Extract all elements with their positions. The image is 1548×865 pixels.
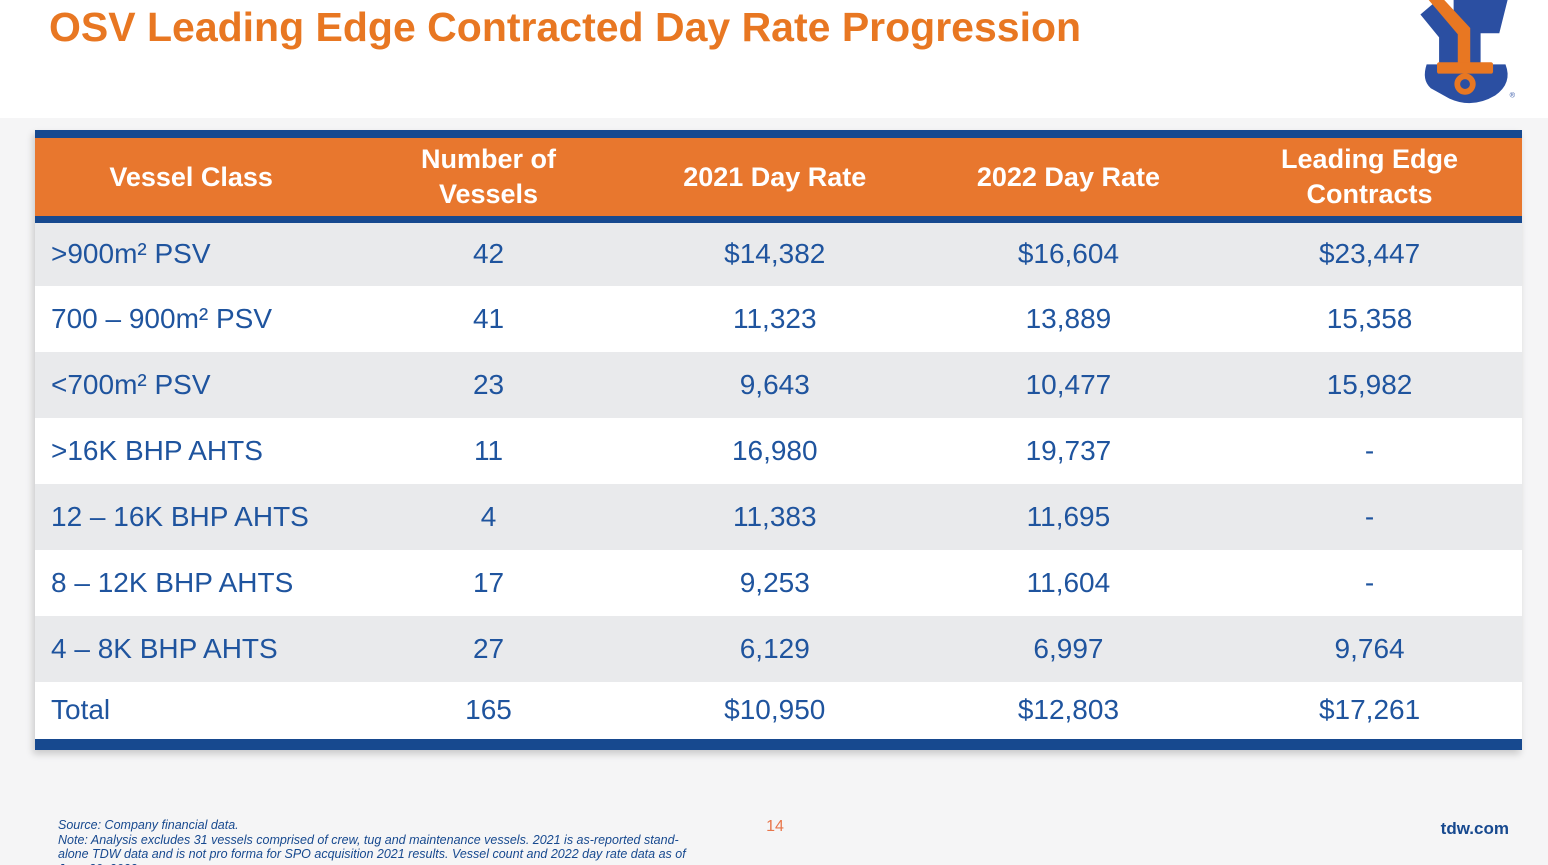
table-total-row: Total 165 $10,950 $12,803 $17,261 <box>35 681 1522 739</box>
cell-leading-edge: - <box>1364 434 1375 466</box>
cell-vessel-class: 4 – 8K BHP AHTS <box>51 632 278 664</box>
cell-total-2022-rate: $12,803 <box>919 681 1218 739</box>
col-header-leading-edge-contracts: Leading Edge Contracts <box>1217 138 1522 224</box>
tidewater-logo: ® <box>1412 0 1516 110</box>
table-row: <700m² PSV 23 9,643 10,477 15,982 <box>35 351 1522 418</box>
table-header-row: Vessel Class Number of Vessels 2021 Day … <box>35 138 1522 224</box>
cell-2022-rate: $16,604 <box>1017 238 1120 270</box>
cell-2022-rate: 19,737 <box>1025 434 1112 466</box>
cell-num-vessels: 27 <box>472 632 505 664</box>
cell-vessel-class: 12 – 16K BHP AHTS <box>51 500 309 532</box>
table-row: >16K BHP AHTS 11 16,980 19,737 - <box>35 417 1522 484</box>
cell-leading-edge: $23,447 <box>1318 238 1421 270</box>
cell-total-num-vessels: 165 <box>347 681 630 739</box>
col-header-2022-day-rate: 2022 Day Rate <box>919 138 1218 224</box>
page-title: OSV Leading Edge Contracted Day Rate Pro… <box>49 4 1082 50</box>
cell-2021-rate: 9,643 <box>739 368 810 400</box>
cell-vessel-class: 700 – 900m² PSV <box>51 302 273 334</box>
cell-2022-rate: 10,477 <box>1025 368 1112 400</box>
col-header-2021-day-rate: 2021 Day Rate <box>629 138 920 224</box>
cell-num-vessels: 17 <box>472 566 505 598</box>
cell-total-leading-edge: $17,261 <box>1217 681 1522 739</box>
cell-2021-rate: $14,382 <box>724 238 826 270</box>
table-row: 700 – 900m² PSV 41 11,323 13,889 15,358 <box>35 285 1522 352</box>
cell-2021-rate: 11,323 <box>732 302 817 334</box>
source-note: Source: Company financial data. <box>58 818 239 832</box>
cell-vessel-class: <700m² PSV <box>51 368 211 400</box>
table-row: 4 – 8K BHP AHTS 27 6,129 6,997 9,764 <box>35 615 1522 682</box>
cell-2022-rate: 11,695 <box>1026 500 1111 532</box>
cell-2022-rate: 11,604 <box>1026 566 1111 598</box>
col-header-number-of-vessels: Number of Vessels <box>347 138 630 224</box>
cell-vessel-class: >900m² PSV <box>51 238 211 270</box>
registered-trademark-symbol: ® <box>1510 91 1516 100</box>
footnotes: Source: Company financial data. Note: An… <box>58 818 698 865</box>
cell-num-vessels: 11 <box>473 434 504 466</box>
cell-leading-edge: - <box>1364 566 1375 598</box>
cell-2021-rate: 6,129 <box>739 632 810 664</box>
cell-num-vessels: 41 <box>472 302 505 334</box>
cell-vessel-class: >16K BHP AHTS <box>51 434 263 466</box>
table-row: >900m² PSV 42 $14,382 $16,604 $23,447 <box>35 219 1522 286</box>
cell-num-vessels: 4 <box>480 500 497 532</box>
cell-2021-rate: 16,980 <box>731 434 818 466</box>
anchor-logo-icon: ® <box>1420 0 1516 104</box>
cell-leading-edge: 15,358 <box>1326 302 1413 334</box>
table-row: 12 – 16K BHP AHTS 4 11,383 11,695 - <box>35 483 1522 550</box>
cell-leading-edge: 15,982 <box>1326 368 1413 400</box>
cell-2022-rate: 13,889 <box>1025 302 1112 334</box>
cell-leading-edge: 9,764 <box>1334 632 1405 664</box>
col-header-vessel-class: Vessel Class <box>35 138 348 224</box>
cell-vessel-class: 8 – 12K BHP AHTS <box>51 566 294 598</box>
cell-total-2021-rate: $10,950 <box>629 681 920 739</box>
table-row: 8 – 12K BHP AHTS 17 9,253 11,604 - <box>35 549 1522 616</box>
cell-2022-rate: 6,997 <box>1033 632 1104 664</box>
cell-leading-edge: - <box>1364 500 1375 532</box>
cell-2021-rate: 11,383 <box>732 500 817 532</box>
cell-num-vessels: 23 <box>472 368 505 400</box>
cell-num-vessels: 42 <box>472 238 505 270</box>
cell-total-label: Total <box>35 681 348 739</box>
cell-2021-rate: 9,253 <box>739 566 810 598</box>
website-link[interactable]: tdw.com <box>1440 819 1509 838</box>
day-rate-table: Vessel Class Number of Vessels 2021 Day … <box>35 130 1522 750</box>
analysis-note: Note: Analysis excludes 31 vessels compr… <box>58 832 686 865</box>
page-number: 14 <box>766 818 784 835</box>
